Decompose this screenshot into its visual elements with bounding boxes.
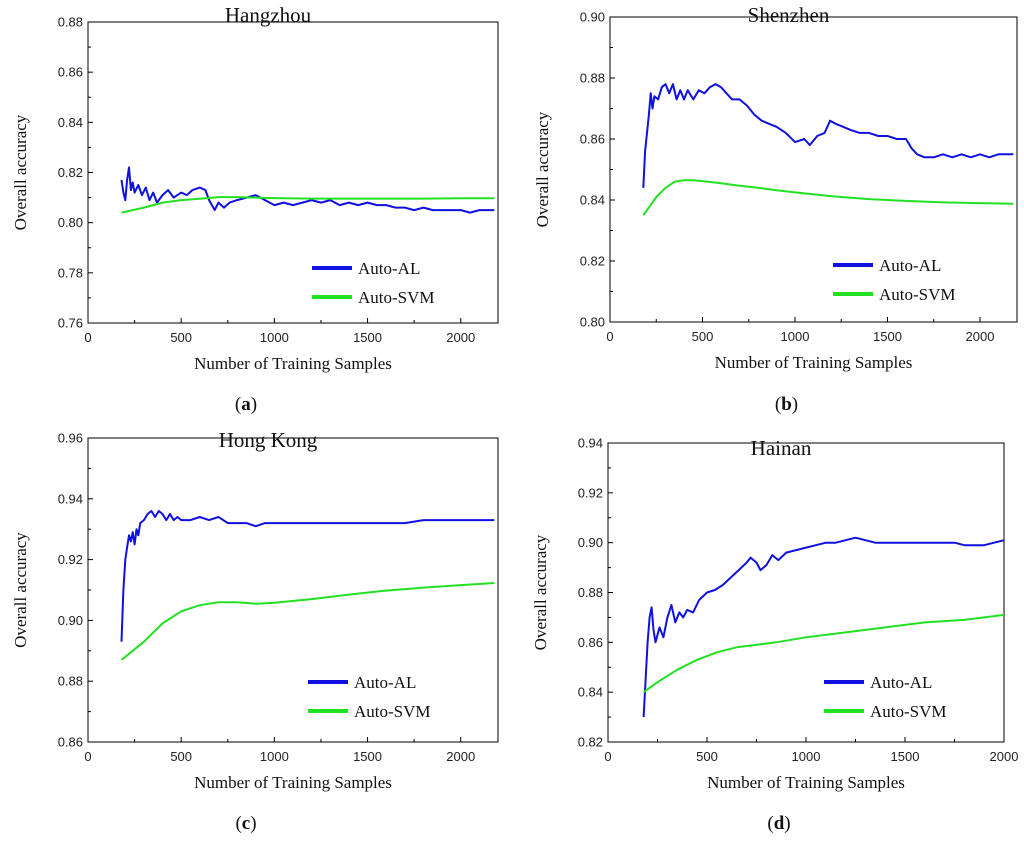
x-tick-label: 500 bbox=[170, 330, 192, 345]
legend-label-auto-svm: Auto-SVM bbox=[358, 288, 435, 307]
x-tick-label: 500 bbox=[692, 329, 714, 344]
legend-label-auto-svm: Auto-SVM bbox=[879, 285, 956, 304]
y-tick-label: 0.82 bbox=[58, 165, 83, 180]
x-tick-label: 1500 bbox=[353, 330, 382, 345]
chart-panel-a: 0 500 1000 1500 2000 0.76 0.78 0.80 0.82 0.84 0.86… bbox=[11, 3, 499, 415]
y-axis-label: Overall accuracy bbox=[11, 532, 30, 648]
x-axis-label: Number of Training Samples bbox=[707, 773, 905, 792]
x-tick-label: 500 bbox=[696, 749, 718, 764]
x-tick-label: 2000 bbox=[990, 749, 1019, 764]
x-tick-label: 1500 bbox=[873, 329, 902, 344]
chart-panel-b: 0 500 1000 1500 2000 0.80 0.82 0.84 0.86 0.88 0.90… bbox=[533, 3, 1018, 415]
plot-frame bbox=[609, 16, 1018, 323]
x-tick-label: 2000 bbox=[446, 749, 475, 764]
y-tick-label: 0.84 bbox=[58, 115, 83, 130]
y-tick-label: 0.80 bbox=[580, 315, 605, 330]
y-tick-label: 0.88 bbox=[580, 71, 605, 86]
x-tick-label: 0 bbox=[604, 749, 611, 764]
y-axis-label: Overall accuracy bbox=[531, 534, 550, 650]
legend-label-auto-svm: Auto-SVM bbox=[870, 702, 947, 721]
y-tick-label: 0.82 bbox=[580, 254, 605, 269]
y-tick-label: 0.88 bbox=[58, 674, 83, 689]
x-tick-label: 2000 bbox=[446, 330, 475, 345]
y-tick-label: 0.84 bbox=[578, 685, 603, 700]
series-line-auto-svm bbox=[120, 582, 495, 661]
x-tick-label: 1500 bbox=[891, 749, 920, 764]
x-tick-label: 1000 bbox=[792, 749, 821, 764]
chart-title: Hong Kong bbox=[219, 428, 318, 452]
x-tick-label: 0 bbox=[606, 329, 613, 344]
chart-title: Hangzhou bbox=[225, 3, 312, 27]
y-tick-label: 0.88 bbox=[578, 585, 603, 600]
legend-label-auto-svm: Auto-SVM bbox=[354, 702, 431, 721]
y-tick-label: 0.92 bbox=[58, 552, 83, 567]
panel-caption: (d) bbox=[767, 813, 790, 834]
x-axis-label: Number of Training Samples bbox=[715, 353, 913, 372]
y-tick-label: 0.78 bbox=[58, 265, 83, 280]
series-line-auto-al bbox=[120, 166, 495, 214]
chart-panel-c: 0 500 1000 1500 2000 0.86 0.88 0.90 0.92 0.94 0.96… bbox=[11, 428, 499, 834]
y-tick-label: 0.88 bbox=[58, 15, 83, 30]
series-line-auto-al bbox=[642, 83, 1014, 188]
x-axis-label: Number of Training Samples bbox=[194, 354, 392, 373]
plot-frame bbox=[87, 21, 499, 324]
chart-panel-d: 0 500 1000 1500 2000 0.82 0.84 0.86 0.88 0.90 0.92… bbox=[531, 436, 1018, 835]
y-tick-label: 0.94 bbox=[578, 436, 603, 451]
y-axis-label: Overall accuracy bbox=[533, 111, 552, 227]
x-tick-label: 1000 bbox=[781, 329, 810, 344]
legend-label-auto-al: Auto-AL bbox=[870, 673, 932, 692]
x-tick-label: 1000 bbox=[260, 749, 289, 764]
plot-frame bbox=[607, 442, 1005, 743]
y-axis-label: Overall accuracy bbox=[11, 114, 30, 230]
x-tick-label: 500 bbox=[170, 749, 192, 764]
series-line-auto-al bbox=[642, 536, 1004, 718]
x-tick-label: 2000 bbox=[966, 329, 995, 344]
x-tick-label: 0 bbox=[84, 749, 91, 764]
y-tick-label: 0.96 bbox=[58, 431, 83, 446]
plot-frame bbox=[87, 437, 499, 743]
x-tick-label: 0 bbox=[84, 330, 91, 345]
legend-label-auto-al: Auto-AL bbox=[354, 673, 416, 692]
y-tick-label: 0.90 bbox=[58, 613, 83, 628]
series-line-auto-svm bbox=[642, 179, 1014, 216]
series-line-auto-svm bbox=[643, 613, 1004, 694]
x-tick-label: 1500 bbox=[353, 749, 382, 764]
x-tick-label: 1000 bbox=[260, 330, 289, 345]
legend-label-auto-al: Auto-AL bbox=[358, 259, 420, 278]
panel-caption: (c) bbox=[235, 813, 256, 834]
series-line-auto-al bbox=[120, 510, 495, 642]
y-tick-label: 0.86 bbox=[58, 65, 83, 80]
y-tick-label: 0.82 bbox=[578, 735, 603, 750]
y-tick-label: 0.92 bbox=[578, 485, 603, 500]
x-axis-label: Number of Training Samples bbox=[194, 773, 392, 792]
series-line-auto-svm bbox=[121, 196, 495, 214]
y-tick-label: 0.90 bbox=[578, 535, 603, 550]
chart-title: Hainan bbox=[751, 436, 812, 460]
y-tick-label: 0.86 bbox=[580, 132, 605, 147]
panel-caption: (a) bbox=[235, 394, 257, 415]
y-tick-label: 0.90 bbox=[580, 10, 605, 25]
chart-title: Shenzhen bbox=[748, 3, 830, 27]
y-tick-label: 0.80 bbox=[58, 215, 83, 230]
panel-caption: (b) bbox=[775, 394, 798, 415]
y-tick-label: 0.86 bbox=[578, 635, 603, 650]
y-tick-label: 0.76 bbox=[58, 316, 83, 331]
legend-label-auto-al: Auto-AL bbox=[879, 256, 941, 275]
y-tick-label: 0.94 bbox=[58, 491, 83, 506]
y-tick-label: 0.84 bbox=[580, 193, 605, 208]
y-tick-label: 0.86 bbox=[58, 735, 83, 750]
